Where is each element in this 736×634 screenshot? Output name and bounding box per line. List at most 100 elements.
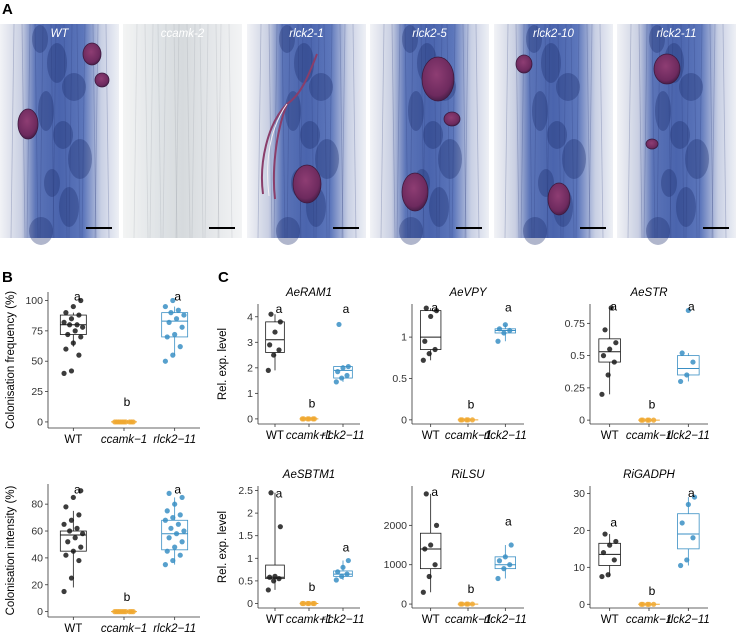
data-point [345, 363, 351, 370]
cell-file-line [586, 23, 591, 239]
data-point [678, 562, 684, 569]
data-point [271, 352, 277, 358]
data-point [67, 528, 73, 534]
data-point [335, 569, 341, 575]
data-point [63, 504, 69, 510]
vesicle [515, 54, 533, 74]
box [265, 321, 285, 353]
y-tick-label: 0.75 [565, 318, 586, 330]
fungal-stain-patch [38, 91, 54, 131]
cell-file-line [299, 23, 304, 239]
y-tick-label: 4 [247, 311, 253, 323]
data-point [339, 375, 345, 381]
cell-file-line [191, 23, 196, 239]
cell-file-line [339, 23, 344, 239]
y-tick-label: 1 [247, 553, 253, 565]
significance-letter: a [688, 486, 695, 500]
x-tick-label: ccamk−1 [286, 430, 332, 442]
fungal-stain-patch [649, 25, 665, 53]
y-tick-label: 1.5 [238, 530, 253, 542]
chart-title: RiLSU [451, 469, 485, 481]
vesicle [443, 111, 461, 127]
micrograph-title: rlck2-10 [533, 28, 575, 40]
fungal-stain-patch [47, 43, 67, 83]
y-tick-label: 2.5 [238, 485, 253, 497]
fungal-stain-patch [661, 169, 677, 197]
data-point [63, 310, 69, 316]
data-point [117, 609, 123, 615]
y-axis-label: Rel. exp. level [217, 511, 229, 583]
cell-file-line [638, 23, 643, 239]
fungal-stain-patch [309, 73, 333, 101]
cell-file-line [323, 23, 328, 239]
data-point [164, 508, 170, 514]
cell-file-line [68, 23, 73, 239]
data-point [78, 544, 84, 550]
data-point [428, 542, 434, 548]
data-point [496, 326, 503, 332]
data-point [608, 305, 614, 311]
fungal-stain-patch [408, 91, 424, 131]
significance-letter: a [505, 514, 512, 528]
data-point [333, 379, 339, 385]
y-tick-label: 2 [247, 362, 253, 374]
cell-file-line [162, 23, 167, 239]
data-point [67, 322, 73, 328]
y-tick-label: 50 [31, 356, 43, 368]
x-tick-label: WT [422, 614, 440, 626]
y-tick-label: 2000 [384, 520, 408, 532]
y-tick-label: 100 [25, 295, 43, 307]
data-point [340, 365, 346, 371]
data-point [301, 600, 307, 607]
fungal-stain-patch [655, 91, 671, 131]
data-point [607, 542, 613, 548]
data-point [651, 601, 657, 607]
significance-letter: b [124, 395, 131, 409]
fungal-stain-patch [32, 25, 48, 53]
fungal-stain-patch [547, 121, 567, 149]
cell-file-line [685, 23, 690, 239]
x-tick-label: ccamk−1 [286, 614, 332, 626]
cell-file-line [711, 23, 716, 239]
chart-title: AeVPY [448, 287, 487, 299]
root-hair-highlight [267, 103, 288, 197]
fungal-stain-patch [523, 217, 547, 245]
data-point [600, 549, 607, 556]
boxplot-colonisation-frequency-: 0 25 50 75 100 WT ccamk−1 rlck2−11 a b a Colonisati… [5, 290, 200, 446]
panel-label-a: A [2, 1, 13, 18]
y-tick-label: 0 [247, 413, 253, 425]
x-tick-label: WT [422, 430, 440, 442]
cell-file-line [186, 23, 191, 239]
fungal-stain-patch [562, 139, 586, 179]
micrograph-panel: WT [0, 23, 119, 245]
y-tick-label: 2 [247, 508, 253, 520]
data-point [684, 557, 690, 563]
y-tick-label: 0 [37, 606, 43, 618]
data-point [74, 322, 80, 328]
cell-file-line [380, 23, 385, 239]
y-tick-label: 40 [31, 552, 43, 564]
data-point [423, 491, 429, 497]
cell-file-line [204, 23, 209, 239]
vesicle [547, 182, 571, 216]
data-point [690, 535, 696, 541]
cell-file-line [546, 23, 551, 239]
fungal-stain-patch [532, 91, 548, 131]
y-tick-label: 0 [579, 415, 585, 427]
vesicle [94, 72, 110, 88]
y-tick-label: 1 [401, 332, 407, 344]
y-axis-label: Colonisation frequency (%) [5, 291, 17, 429]
y-tick-label: 80 [31, 499, 43, 511]
cell-file-line [217, 23, 222, 239]
data-point [432, 562, 438, 568]
data-point [123, 419, 129, 425]
box [677, 355, 700, 376]
data-point [344, 571, 350, 577]
data-point [177, 512, 183, 518]
data-point [690, 359, 696, 365]
data-point [61, 319, 67, 325]
data-point [172, 544, 178, 550]
cell-file-line [693, 23, 698, 239]
cell-file-line [157, 23, 162, 239]
